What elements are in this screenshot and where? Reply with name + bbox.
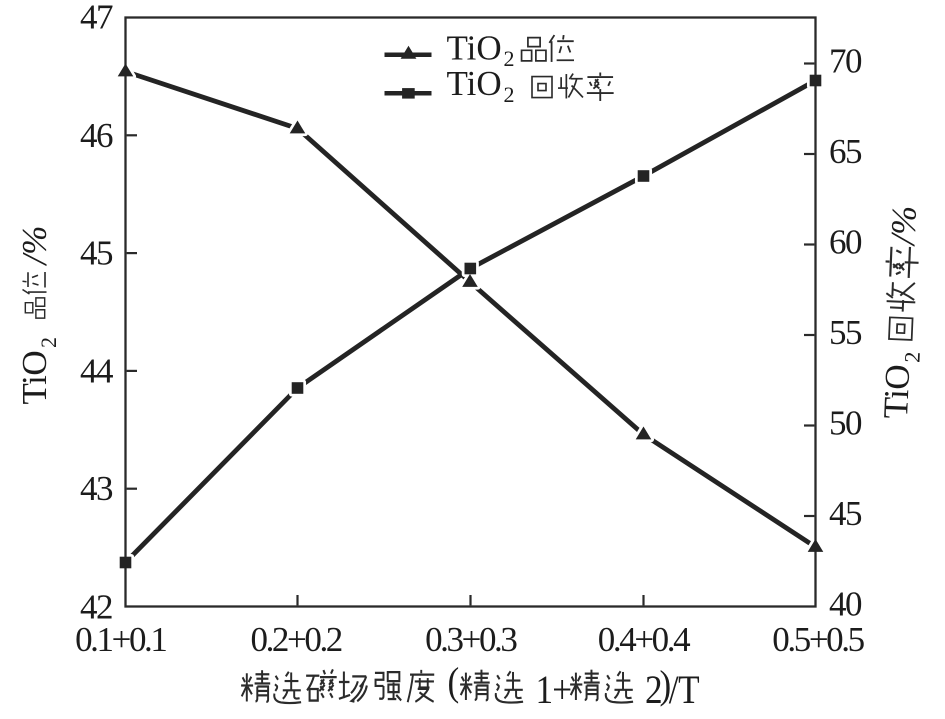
svg-text:2: 2 (504, 82, 515, 107)
svg-text:70: 70 (829, 42, 862, 81)
svg-text:TiO: TiO (447, 64, 502, 103)
svg-text:0.3+0.3: 0.3+0.3 (425, 620, 517, 659)
svg-text:1+: 1+ (536, 668, 572, 713)
svg-text:2: 2 (504, 46, 515, 71)
svg-text:2: 2 (645, 668, 663, 713)
svg-text:/%: /% (883, 205, 924, 247)
svg-text:TiO: TiO (447, 28, 502, 67)
svg-text:/T: /T (669, 668, 700, 713)
svg-text:43: 43 (80, 469, 113, 508)
svg-text:47: 47 (80, 0, 113, 37)
svg-text:44: 44 (80, 351, 113, 390)
svg-text:2: 2 (899, 351, 924, 363)
svg-text:0.2+0.2: 0.2+0.2 (250, 620, 341, 659)
svg-text:46: 46 (80, 116, 113, 155)
svg-text:TiO: TiO (876, 364, 917, 419)
svg-text:45: 45 (829, 494, 862, 533)
svg-text:55: 55 (829, 313, 862, 352)
svg-text:45: 45 (80, 234, 113, 273)
svg-text:): ) (660, 663, 672, 708)
svg-text:0.5+0.5: 0.5+0.5 (772, 620, 864, 659)
svg-text:2: 2 (36, 337, 61, 348)
svg-text:0.1+0.1: 0.1+0.1 (75, 620, 166, 659)
svg-text:42: 42 (80, 588, 112, 627)
svg-text:TiO: TiO (15, 351, 54, 405)
svg-text:40: 40 (829, 585, 862, 624)
svg-text:60: 60 (829, 223, 862, 262)
svg-text:50: 50 (829, 404, 862, 443)
svg-text:(: ( (448, 660, 460, 705)
svg-text:0.4+0.4: 0.4+0.4 (598, 620, 690, 659)
svg-text:65: 65 (829, 132, 862, 171)
svg-text:/%: /% (15, 226, 54, 267)
